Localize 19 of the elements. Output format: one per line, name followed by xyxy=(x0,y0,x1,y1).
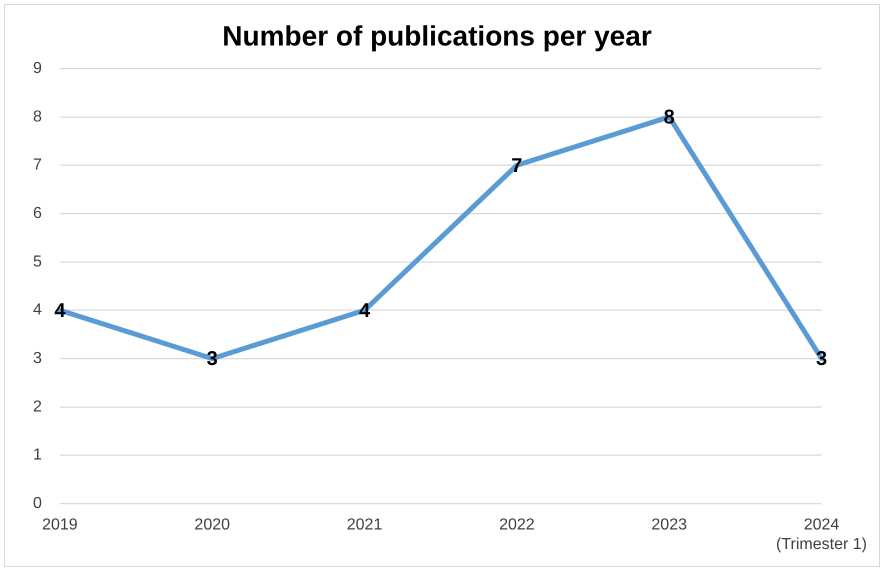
data-label: 4 xyxy=(358,300,371,322)
y-tick-label: 5 xyxy=(32,253,42,270)
y-tick-label: 9 xyxy=(32,60,42,78)
x-tick-label: 2021 xyxy=(346,516,382,534)
y-tick-label: 1 xyxy=(32,446,42,464)
y-tick-label: 3 xyxy=(32,350,42,368)
x-tick-label: 2019 xyxy=(42,516,78,534)
x-tick-label: 2020 xyxy=(194,516,230,534)
x-tick-label: 2023 xyxy=(651,516,688,534)
data-label: 3 xyxy=(206,348,218,370)
y-tick-label: 2 xyxy=(32,398,42,416)
x-tick-label: 2022 xyxy=(499,516,535,534)
x-tick-label: 2024 (Trimester 1) xyxy=(776,516,868,553)
y-tick-label: 8 xyxy=(32,108,42,126)
y-tick-label: 4 xyxy=(32,302,42,319)
chart-title: Number of publications per year xyxy=(222,20,652,52)
y-tick-label: 7 xyxy=(32,156,42,174)
y-tick-label: 6 xyxy=(32,205,42,222)
y-tick-label: 0 xyxy=(32,495,42,512)
